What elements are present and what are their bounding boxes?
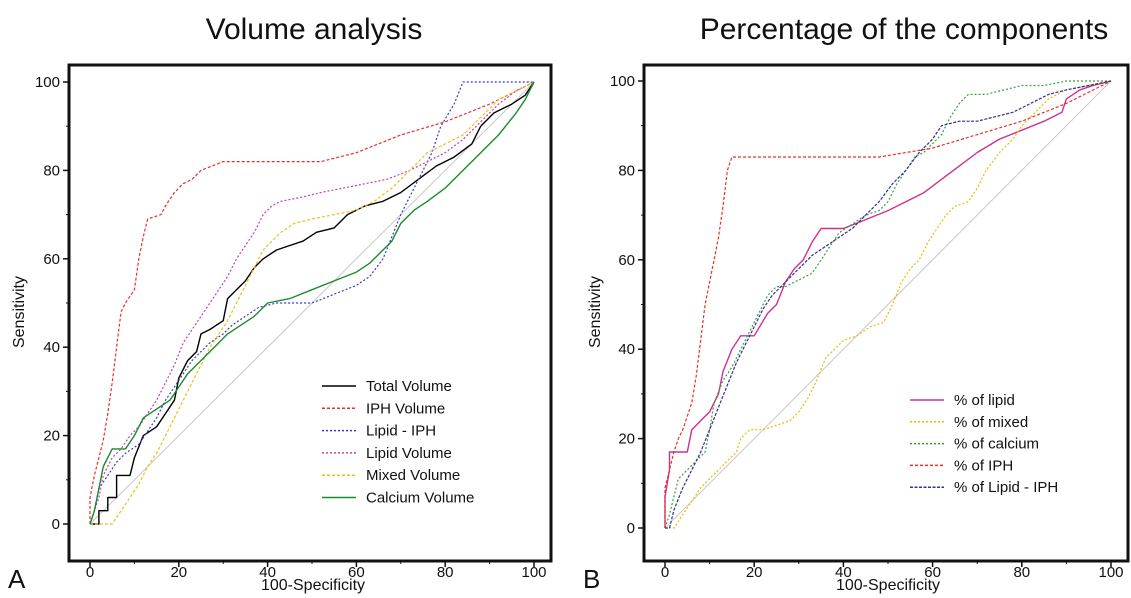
y-tick-label: 100 [35, 74, 60, 91]
y-tick-label: 20 [43, 428, 60, 445]
y-tick-label: 60 [43, 251, 60, 268]
series-line [90, 81, 535, 525]
y-tick-label: 0 [52, 516, 60, 533]
x-tick-label: 60 [924, 564, 941, 581]
chart-title: Volume analysis [206, 13, 423, 46]
plot-area: 0 20 40 60 80 100 0 20 40 60 80 100 [35, 74, 547, 581]
series-line [89, 81, 535, 524]
x-tick-label: 100 [521, 564, 546, 581]
y-tick-label: 80 [43, 162, 60, 179]
legend: % of lipid % of mixed % of calcium % of IPH… [910, 392, 1058, 496]
series-line [89, 81, 535, 525]
legend-label: % of mixed [954, 414, 1028, 431]
legend-label: Mixed Volume [366, 467, 460, 484]
plot-area: 0 20 40 60 80 100 0 20 40 60 80 100 [610, 73, 1124, 581]
series-line [664, 80, 1112, 528]
x-tick-label: 100 [1098, 564, 1123, 581]
plot-frame [642, 63, 1130, 563]
series-line [664, 80, 1112, 528]
x-tick-label: 40 [835, 564, 852, 581]
series-line [665, 80, 1112, 529]
chart-panel-b: Percentage of the components 0 20 40 60 80 10… [583, 13, 1130, 594]
x-tick-label: 80 [437, 564, 454, 581]
y-tick-label: 0 [627, 520, 635, 537]
x-tick-label: 80 [1013, 564, 1030, 581]
legend-label: Calcium Volume [366, 490, 474, 507]
legend-label: % of IPH [954, 457, 1013, 474]
panel-letter: B [583, 564, 600, 594]
reference-diagonal [89, 81, 535, 525]
y-axis-label: Sensitivity [11, 276, 28, 348]
x-tick-label: 0 [86, 564, 94, 581]
x-axis-label: 100-Specificity [261, 577, 365, 594]
legend-label: Total Volume [366, 378, 452, 395]
series-line [89, 81, 534, 525]
legend-label: Lipid - IPH [366, 423, 436, 440]
x-tick-label: 0 [661, 564, 669, 581]
legend-label: % of Lipid - IPH [954, 479, 1058, 496]
legend: Total Volume IPH Volume Lipid - IPH Lipid V… [322, 378, 474, 507]
legend-label: IPH Volume [366, 400, 445, 417]
x-tick-label: 20 [170, 564, 187, 581]
x-tick-label: 60 [348, 564, 365, 581]
legend-label: % of calcium [954, 436, 1039, 453]
x-tick-label: 40 [259, 564, 276, 581]
y-tick-label: 100 [610, 73, 635, 90]
y-tick-label: 60 [618, 252, 635, 269]
legend-label: % of lipid [954, 392, 1015, 409]
chart-title: Percentage of the components [700, 13, 1109, 46]
legend-label: Lipid Volume [366, 445, 452, 462]
y-tick-label: 40 [43, 339, 60, 356]
y-axis-label: Sensitivity [587, 276, 604, 348]
y-tick-label: 80 [618, 162, 635, 179]
panel-letter: A [8, 564, 26, 594]
x-axis-label: 100-Specificity [836, 577, 940, 594]
plot-frame [67, 63, 553, 563]
chart-panel-a: Volume analysis 0 20 40 60 80 100 0 20 40 60 80 100… [8, 13, 553, 594]
reference-diagonal [664, 80, 1112, 529]
series-line [90, 81, 535, 525]
x-tick-label: 20 [746, 564, 763, 581]
y-tick-label: 20 [618, 431, 635, 448]
y-tick-label: 40 [618, 341, 635, 358]
series-line [665, 80, 1112, 529]
series-line [89, 81, 535, 525]
